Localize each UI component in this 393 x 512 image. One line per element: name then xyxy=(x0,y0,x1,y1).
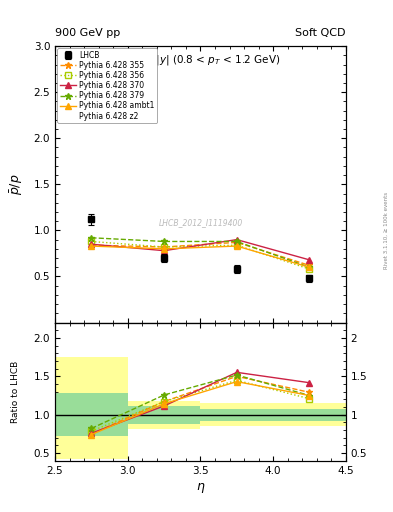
Text: 900 GeV pp: 900 GeV pp xyxy=(55,28,120,38)
Y-axis label: Ratio to LHCB: Ratio to LHCB xyxy=(11,360,20,423)
Text: $\bar{p}/p$ vs $|y|$ (0.8 < $p_{T}$ < 1.2 GeV): $\bar{p}/p$ vs $|y|$ (0.8 < $p_{T}$ < 1.… xyxy=(121,54,280,69)
Text: $\bar{p}/p$: $\bar{p}/p$ xyxy=(9,174,26,195)
Text: LHCB_2012_I1119400: LHCB_2012_I1119400 xyxy=(158,219,242,227)
Text: Rivet 3.1.10, ≥ 100k events: Rivet 3.1.10, ≥ 100k events xyxy=(384,192,389,269)
X-axis label: $\eta$: $\eta$ xyxy=(196,481,205,495)
Legend: LHCB, Pythia 6.428 355, Pythia 6.428 356, Pythia 6.428 370, Pythia 6.428 379, Py: LHCB, Pythia 6.428 355, Pythia 6.428 356… xyxy=(57,48,157,123)
Text: Soft QCD: Soft QCD xyxy=(296,28,346,38)
